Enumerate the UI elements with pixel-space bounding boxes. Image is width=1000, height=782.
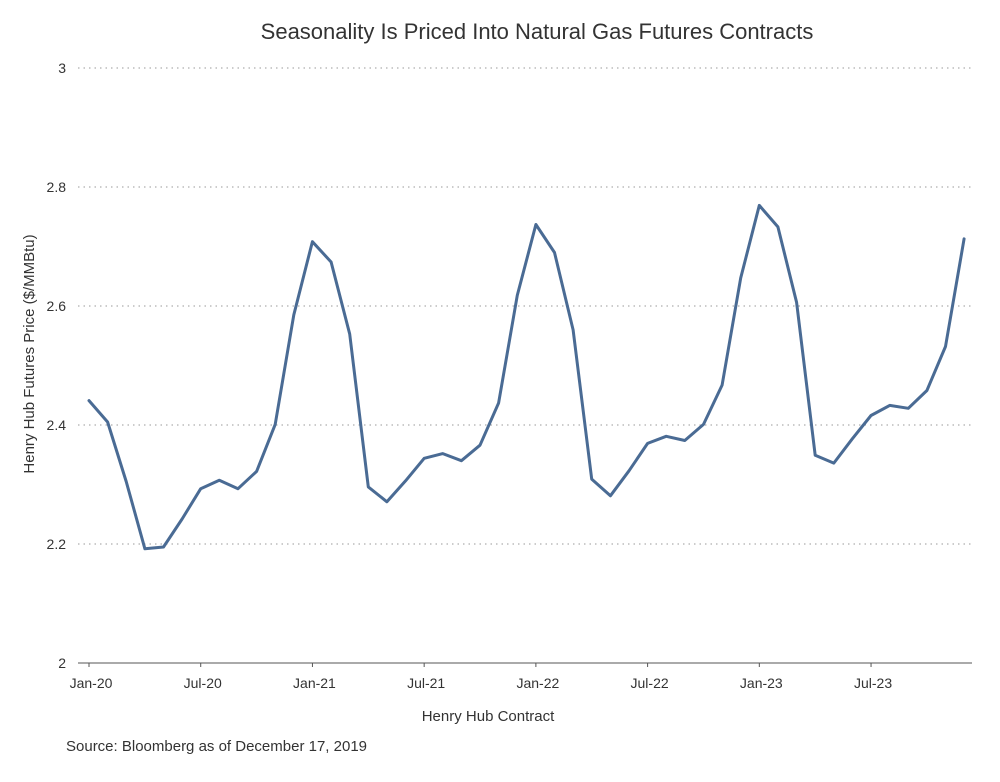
y-tick-label: 3 [58,60,66,76]
x-tick-label: Jul-22 [631,675,669,691]
data-point [944,344,948,348]
data-point [348,332,352,336]
source-note: Source: Bloomberg as of December 17, 201… [66,738,368,755]
data-point [757,203,761,207]
data-point [646,441,650,445]
data-point [329,260,333,264]
data-point [87,399,91,403]
x-axis-title: Henry Hub Contract [422,708,555,725]
chart-title: Seasonality Is Priced Into Natural Gas F… [261,19,814,44]
y-axis-title: Henry Hub Futures Price ($/MMBtu) [21,234,38,473]
data-point [720,383,724,387]
data-point [515,293,519,297]
data-point [571,328,575,332]
data-point [590,477,594,481]
x-tick-label: Jan-23 [740,675,783,691]
y-tick-label: 2.2 [47,536,67,552]
data-point [273,422,277,426]
data-point [608,494,612,498]
data-point [459,459,463,463]
series-group [87,203,966,551]
data-point [106,420,110,424]
data-point [180,517,184,521]
data-point [869,413,873,417]
data-point [217,478,221,482]
data-point [701,422,705,426]
y-tick-label: 2.8 [47,179,67,195]
data-point [236,487,240,491]
data-point [366,485,370,489]
data-point [255,469,259,473]
x-tick-label: Jan-21 [293,675,336,691]
data-point [925,388,929,392]
data-point [534,222,538,226]
data-point [813,453,817,457]
data-point [683,438,687,442]
data-point [850,437,854,441]
data-point [199,487,203,491]
data-point [422,456,426,460]
data-point [627,469,631,473]
data-point [441,452,445,456]
data-point [161,545,165,549]
y-tick-label: 2.6 [47,298,67,314]
x-axis-ticks: Jan-20 Jul-20 Jan-21 Jul-21 Jan-22 Jul-22 Jan-… [70,663,892,691]
data-point [795,300,799,304]
data-point [385,500,389,504]
data-point [906,406,910,410]
data-point [143,547,147,551]
data-point [124,480,128,484]
data-point [739,276,743,280]
data-point [310,240,314,244]
y-axis-ticks: 2 2.2 2.4 2.6 2.8 3 [47,60,67,671]
data-point [404,479,408,483]
x-tick-label: Jan-22 [516,675,559,691]
x-tick-label: Jul-23 [854,675,892,691]
data-point [478,443,482,447]
data-point [553,250,557,254]
x-tick-label: Jan-20 [70,675,113,691]
data-point [497,401,501,405]
data-point [962,237,966,241]
series-line [87,203,966,551]
y-tick-label: 2 [58,655,66,671]
data-point [832,461,836,465]
data-point [776,225,780,229]
data-point [888,403,892,407]
data-point [292,313,296,317]
y-tick-label: 2.4 [47,417,67,433]
gridlines [78,67,972,545]
x-tick-label: Jul-21 [407,675,445,691]
x-tick-label: Jul-20 [184,675,222,691]
data-point [664,434,668,438]
